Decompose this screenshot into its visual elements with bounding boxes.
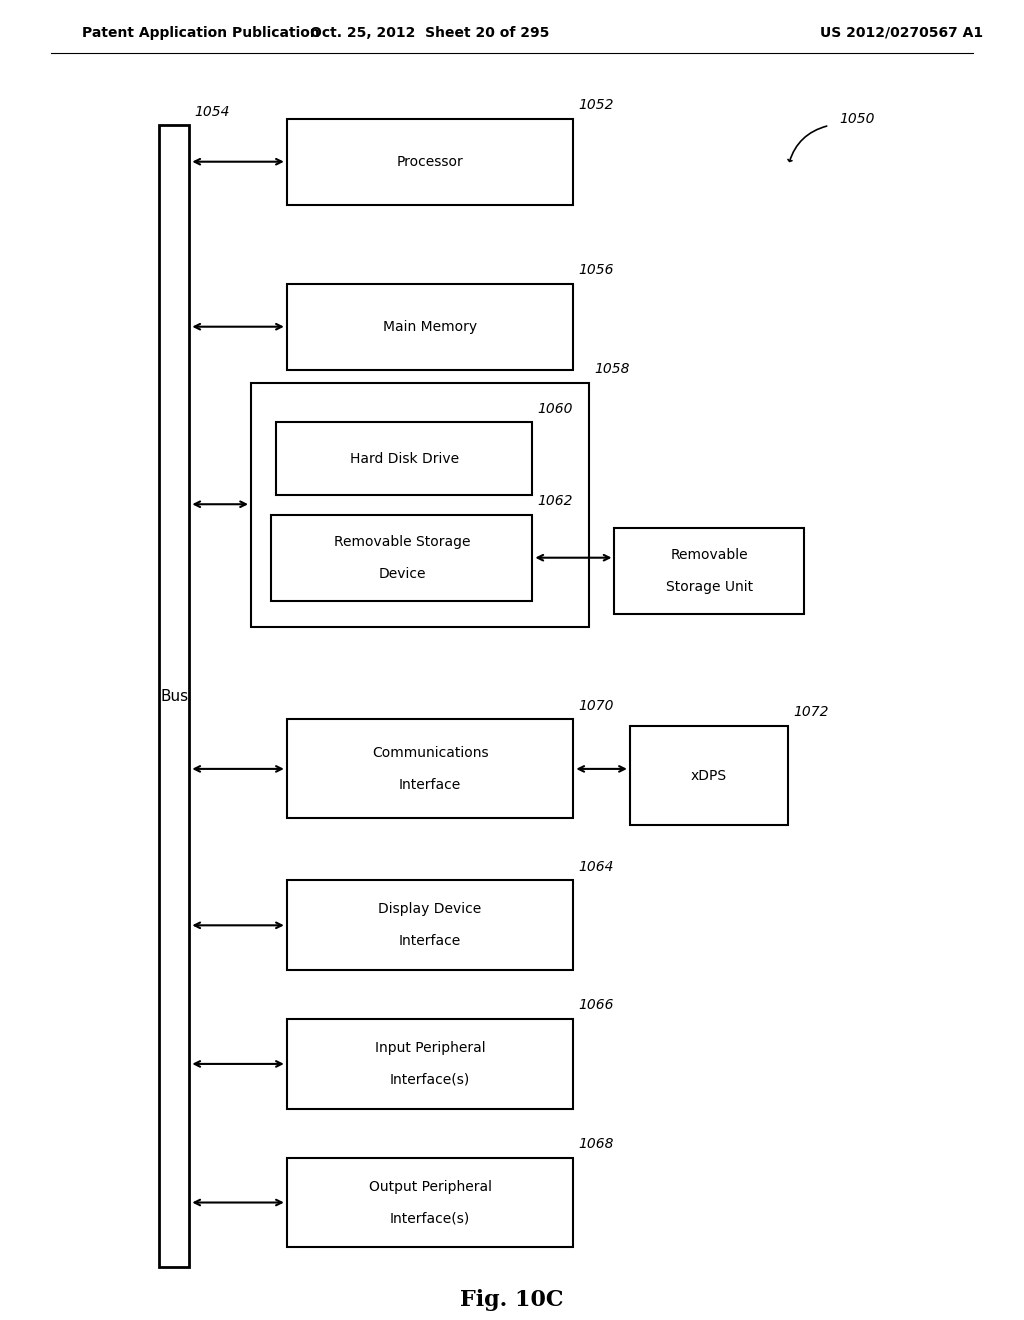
Text: 1068: 1068 [579,1137,614,1151]
Text: Fig. 10C: Fig. 10C [460,1290,564,1311]
Text: 1064: 1064 [579,859,614,874]
Bar [276,422,532,495]
Text: Display Device: Display Device [379,903,481,916]
Bar [271,515,532,601]
Text: 1054: 1054 [195,104,230,119]
Text: Bus: Bus [160,689,188,704]
Bar [287,719,573,818]
Text: Interface: Interface [399,777,461,792]
Bar [287,1158,573,1247]
Text: US 2012/0270567 A1: US 2012/0270567 A1 [819,26,983,40]
Text: xDPS: xDPS [691,768,727,783]
Text: Removable: Removable [671,548,748,562]
Text: Interface(s): Interface(s) [390,1073,470,1086]
Text: Processor: Processor [396,154,464,169]
Text: 1052: 1052 [579,98,614,112]
Bar [287,880,573,970]
Text: 1056: 1056 [579,263,614,277]
Bar [614,528,804,614]
Text: 1058: 1058 [594,362,630,376]
Bar [159,125,189,1267]
Bar [287,1019,573,1109]
Text: Input Peripheral: Input Peripheral [375,1041,485,1055]
Text: Main Memory: Main Memory [383,319,477,334]
Text: 1062: 1062 [538,494,573,508]
Text: Communications: Communications [372,746,488,760]
Bar [630,726,788,825]
Text: 1066: 1066 [579,998,614,1012]
Text: Removable Storage: Removable Storage [334,535,470,549]
Text: Hard Disk Drive: Hard Disk Drive [350,451,459,466]
Text: Device: Device [378,566,426,581]
Bar [287,284,573,370]
Text: 1050: 1050 [840,112,876,125]
Text: Output Peripheral: Output Peripheral [369,1180,492,1193]
Text: 1070: 1070 [579,698,614,713]
Text: 1072: 1072 [794,705,829,719]
Text: Oct. 25, 2012  Sheet 20 of 295: Oct. 25, 2012 Sheet 20 of 295 [310,26,550,40]
Text: Patent Application Publication: Patent Application Publication [82,26,319,40]
Bar [251,383,589,627]
Text: Interface(s): Interface(s) [390,1212,470,1225]
Text: Storage Unit: Storage Unit [666,579,753,594]
Text: 1060: 1060 [538,401,573,416]
Bar [287,119,573,205]
Text: Interface: Interface [399,935,461,948]
